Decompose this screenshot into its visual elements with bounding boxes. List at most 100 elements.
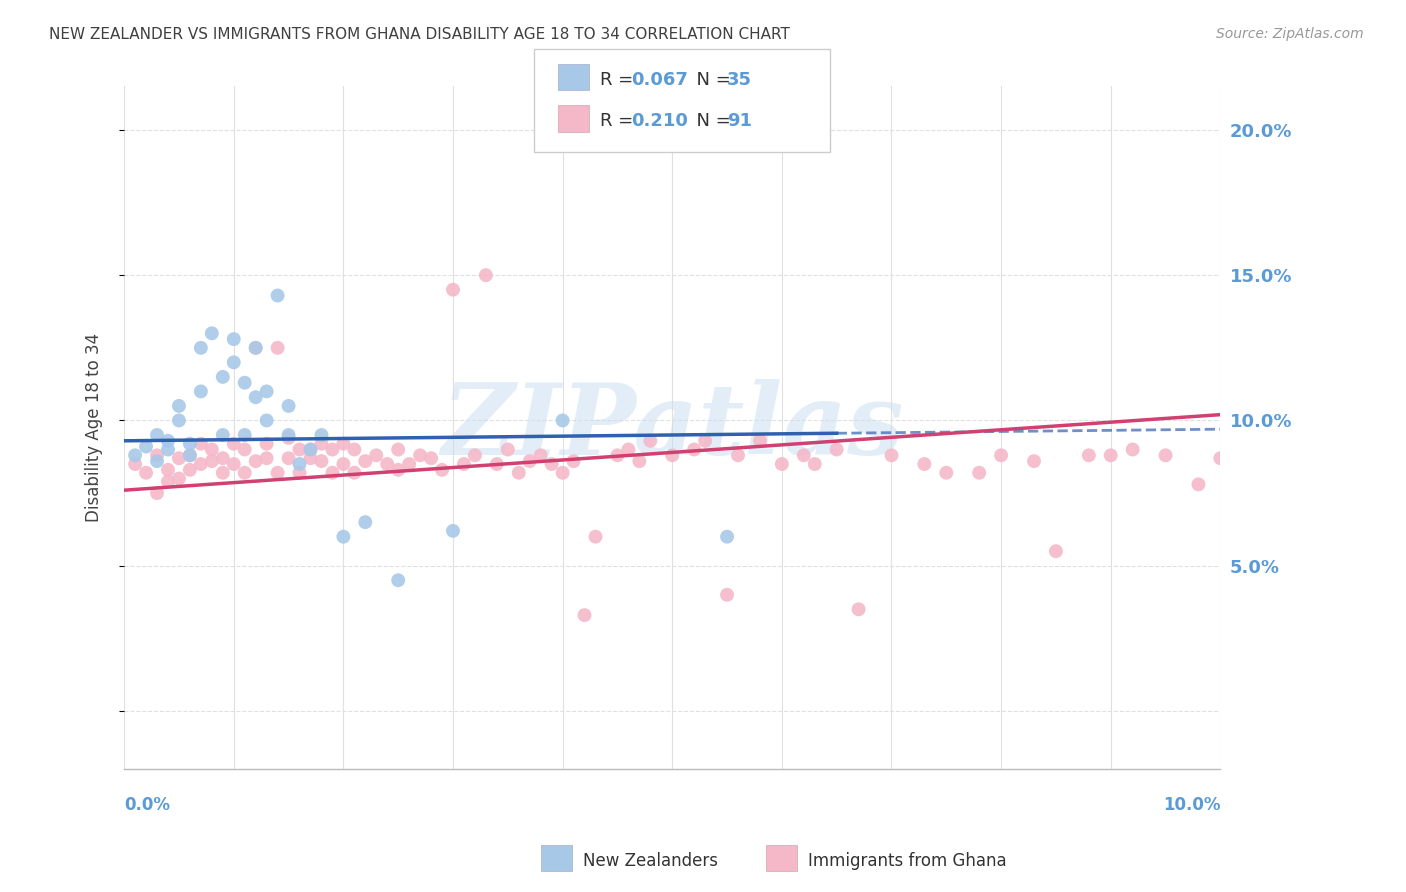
Point	[585, 530, 607, 544]
Point	[211, 451, 233, 466]
Point	[211, 370, 233, 384]
Point	[716, 530, 738, 544]
Point	[288, 457, 311, 471]
Point	[453, 457, 475, 471]
Point	[245, 341, 267, 355]
Point	[299, 442, 322, 457]
Point	[124, 448, 146, 462]
Point	[508, 466, 530, 480]
Point	[201, 442, 224, 457]
Point	[387, 574, 409, 588]
Point	[475, 268, 498, 283]
Text: 10.0%: 10.0%	[1163, 797, 1220, 814]
Point	[288, 466, 311, 480]
Point	[179, 463, 201, 477]
Point	[354, 454, 377, 468]
Point	[190, 457, 212, 471]
Text: 0.210: 0.210	[631, 112, 688, 130]
Point	[167, 451, 190, 466]
Point	[727, 448, 749, 462]
Point	[1122, 442, 1144, 457]
Point	[1077, 448, 1099, 462]
Point	[299, 451, 322, 466]
Point	[990, 448, 1012, 462]
Point	[146, 448, 169, 462]
Point	[222, 457, 245, 471]
Point	[277, 431, 299, 445]
Point	[354, 515, 377, 529]
Point	[146, 428, 169, 442]
Point	[935, 466, 957, 480]
Point	[409, 448, 432, 462]
Point	[266, 288, 288, 302]
Point	[156, 442, 179, 457]
Point	[135, 466, 157, 480]
Point	[233, 428, 256, 442]
Point	[628, 454, 651, 468]
Text: N =: N =	[685, 70, 737, 88]
Point	[519, 454, 541, 468]
Point	[749, 434, 772, 448]
Point	[617, 442, 640, 457]
Point	[441, 283, 464, 297]
Point	[190, 436, 212, 450]
Point	[967, 466, 990, 480]
Point	[1045, 544, 1067, 558]
Point	[420, 451, 443, 466]
Point	[343, 466, 366, 480]
Point	[683, 442, 706, 457]
Point	[366, 448, 388, 462]
Point	[716, 588, 738, 602]
Point	[156, 475, 179, 489]
Point	[211, 428, 233, 442]
Point	[311, 436, 333, 450]
Point	[179, 448, 201, 462]
Point	[124, 457, 146, 471]
Point	[551, 413, 574, 427]
Point	[190, 384, 212, 399]
Point	[398, 457, 420, 471]
Point	[1209, 451, 1232, 466]
Point	[574, 608, 596, 623]
Point	[256, 436, 278, 450]
Point	[277, 451, 299, 466]
Text: 0.0%: 0.0%	[124, 797, 170, 814]
Point	[222, 355, 245, 369]
Point	[321, 466, 343, 480]
Point	[848, 602, 870, 616]
Point	[321, 442, 343, 457]
Text: 35: 35	[727, 70, 752, 88]
Point	[167, 413, 190, 427]
Point	[770, 457, 793, 471]
Point	[375, 457, 398, 471]
Point	[245, 341, 267, 355]
Point	[266, 466, 288, 480]
Text: NEW ZEALANDER VS IMMIGRANTS FROM GHANA DISABILITY AGE 18 TO 34 CORRELATION CHART: NEW ZEALANDER VS IMMIGRANTS FROM GHANA D…	[49, 27, 790, 42]
Point	[825, 442, 848, 457]
Text: ZIPatlas: ZIPatlas	[441, 379, 904, 476]
Point	[1154, 448, 1177, 462]
Point	[562, 454, 585, 468]
Point	[146, 454, 169, 468]
Point	[167, 472, 190, 486]
Point	[256, 451, 278, 466]
Point	[233, 466, 256, 480]
Text: Immigrants from Ghana: Immigrants from Ghana	[808, 852, 1007, 870]
Point	[311, 454, 333, 468]
Point	[606, 448, 628, 462]
Point	[233, 442, 256, 457]
Text: R =: R =	[600, 112, 640, 130]
Point	[222, 436, 245, 450]
Point	[156, 434, 179, 448]
Point	[256, 384, 278, 399]
Text: New Zealanders: New Zealanders	[583, 852, 718, 870]
Point	[332, 457, 354, 471]
Point	[803, 457, 825, 471]
Point	[332, 530, 354, 544]
Point	[179, 448, 201, 462]
Point	[540, 457, 562, 471]
Point	[1022, 454, 1045, 468]
Text: R =: R =	[600, 70, 640, 88]
Point	[156, 463, 179, 477]
Y-axis label: Disability Age 18 to 34: Disability Age 18 to 34	[86, 333, 103, 523]
